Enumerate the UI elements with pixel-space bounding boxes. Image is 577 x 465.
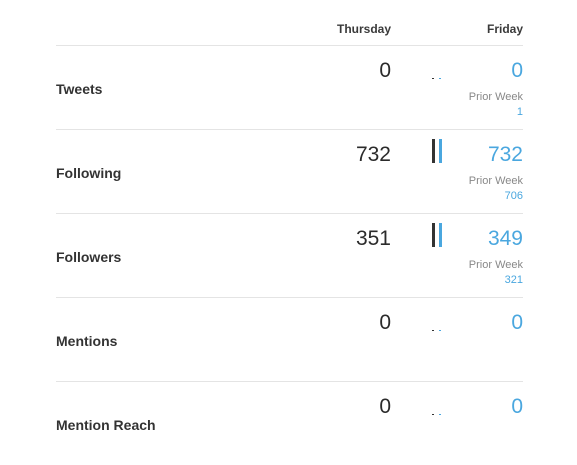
sparkline-bar-friday bbox=[439, 414, 441, 415]
row-followers: Followers 351 349 Prior Week 321 bbox=[56, 214, 523, 298]
friday-value[interactable]: 349 bbox=[487, 227, 523, 250]
table-header: Thursday Friday bbox=[56, 0, 523, 46]
row-label: Mentions bbox=[56, 333, 118, 349]
sparkline-bar-friday bbox=[439, 139, 442, 163]
thursday-value: 351 bbox=[355, 227, 391, 250]
prior-week-value[interactable]: 321 bbox=[504, 274, 523, 286]
sparkline-bar-friday bbox=[439, 78, 441, 79]
sparkline bbox=[431, 391, 445, 415]
sparkline bbox=[431, 139, 445, 163]
sparkline-bar-friday bbox=[439, 223, 442, 247]
row-mentions: Mentions 0 0 bbox=[56, 298, 523, 382]
sparkline-bar-thursday bbox=[432, 330, 434, 331]
prior-week-label: Prior Week bbox=[468, 259, 523, 271]
friday-value[interactable]: 732 bbox=[487, 143, 523, 166]
thursday-value: 0 bbox=[379, 59, 391, 82]
sparkline bbox=[431, 223, 445, 247]
prior-week-value[interactable]: 1 bbox=[516, 106, 523, 118]
sparkline bbox=[431, 55, 445, 79]
column-header-thursday: Thursday bbox=[336, 22, 391, 36]
stats-table: Thursday Friday Tweets 0 0 Prior Week 1 … bbox=[56, 0, 523, 465]
column-header-friday: Friday bbox=[486, 22, 523, 36]
thursday-value: 0 bbox=[379, 311, 391, 334]
row-tweets: Tweets 0 0 Prior Week 1 bbox=[56, 46, 523, 130]
row-label: Following bbox=[56, 165, 122, 181]
sparkline-bar-thursday bbox=[432, 78, 434, 79]
friday-value[interactable]: 0 bbox=[511, 59, 523, 82]
row-label: Mention Reach bbox=[56, 417, 156, 433]
sparkline bbox=[431, 307, 445, 331]
row-label: Followers bbox=[56, 249, 122, 265]
friday-value[interactable]: 0 bbox=[511, 395, 523, 418]
prior-week-label: Prior Week bbox=[468, 91, 523, 103]
row-label: Tweets bbox=[56, 81, 103, 97]
prior-week-value[interactable]: 706 bbox=[504, 190, 523, 202]
prior-week-label: Prior Week bbox=[468, 175, 523, 187]
sparkline-bar-thursday bbox=[432, 139, 435, 163]
sparkline-bar-thursday bbox=[432, 223, 435, 247]
friday-value[interactable]: 0 bbox=[511, 311, 523, 334]
sparkline-bar-thursday bbox=[432, 414, 434, 415]
row-following: Following 732 732 Prior Week 706 bbox=[56, 130, 523, 214]
sparkline-bar-friday bbox=[439, 330, 441, 331]
thursday-value: 732 bbox=[355, 143, 391, 166]
thursday-value: 0 bbox=[379, 395, 391, 418]
row-mention-reach: Mention Reach 0 0 bbox=[56, 382, 523, 465]
